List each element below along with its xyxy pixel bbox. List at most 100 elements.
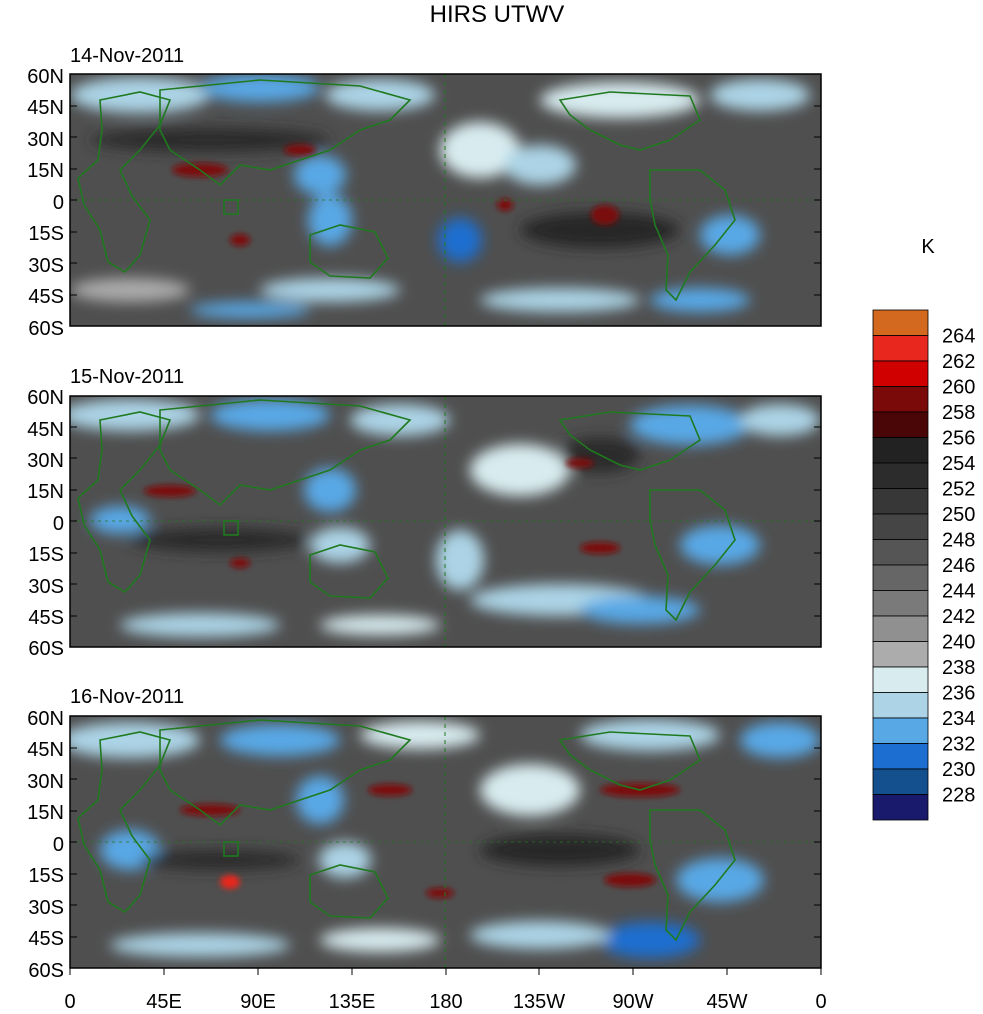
x-tick-label: 135E	[329, 991, 376, 1013]
coastlines	[77, 719, 736, 942]
x-tick-label: 90E	[240, 991, 276, 1013]
y-tick-label: 45S	[28, 928, 64, 950]
colorbar-swatch	[872, 386, 929, 413]
y-tick-label: 30N	[27, 450, 64, 472]
colorbar-swatch	[872, 411, 929, 438]
panel-maxima	[144, 458, 620, 568]
y-tick-label: 60N	[27, 387, 64, 409]
colorbar-swatch	[872, 794, 929, 821]
colorbar-unit-label: K	[921, 236, 935, 258]
colorbar-swatch	[872, 743, 929, 770]
y-tick-label: 30S	[28, 255, 64, 277]
colorbar-level-label: 252	[942, 479, 975, 501]
x-tick-label: 45W	[706, 991, 747, 1013]
colorbar-swatch	[872, 666, 929, 693]
y-tick-label: 45S	[28, 286, 64, 308]
y-tick-label: 30N	[27, 129, 64, 151]
tick-marks	[69, 747, 822, 975]
y-tick-label: 15S	[28, 544, 64, 566]
y-tick-label: 15N	[27, 802, 64, 824]
chart-title: HIRS UTWV	[430, 1, 565, 28]
x-tick-label: 180	[429, 991, 462, 1013]
y-axis-ticks: 60N 45N 30N 15N 0 15S 30S 45S 60S	[27, 387, 64, 660]
colorbar: K 264 262 260 258 256 254 252 250 248 246 244 242 24…	[872, 236, 975, 821]
colorbar-boxes	[872, 309, 929, 821]
y-tick-label: 15N	[27, 160, 64, 182]
y-tick-label: 60S	[28, 960, 64, 982]
colorbar-level-label: 238	[942, 657, 975, 679]
tick-marks	[70, 73, 821, 296]
colorbar-swatch	[872, 539, 929, 566]
tick-marks	[70, 426, 821, 617]
y-tick-label: 45S	[28, 607, 64, 629]
colorbar-level-label: 234	[942, 708, 975, 730]
colorbar-swatch	[872, 615, 929, 642]
colorbar-swatch	[872, 692, 929, 719]
y-tick-label: 60S	[28, 638, 64, 660]
coastlines	[77, 399, 736, 622]
x-tick-label: 0	[64, 991, 75, 1013]
y-tick-label: 45N	[27, 419, 64, 441]
colorbar-swatch	[872, 437, 929, 464]
x-tick-label: 45E	[146, 991, 182, 1013]
panel-date-label: 15-Nov-2011	[70, 366, 184, 388]
y-tick-label: 30S	[28, 897, 64, 919]
y-tick-label: 60S	[28, 318, 64, 340]
y-tick-label: 30S	[28, 576, 64, 598]
x-tick-label: 90W	[612, 991, 653, 1013]
x-tick-label: 0	[815, 991, 826, 1013]
colorbar-level-label: 244	[942, 581, 975, 603]
y-tick-label: 15S	[28, 223, 64, 245]
colorbar-level-label: 236	[942, 683, 975, 705]
map-panel-14-nov: 14-Nov-2011	[27, 45, 822, 340]
colorbar-swatch	[872, 335, 929, 362]
colorbar-swatch	[872, 309, 929, 336]
x-axis-ticks: 0 45E 90E 135E 180 135W 90W 45W 0	[64, 991, 826, 1013]
y-tick-label: 30N	[27, 771, 64, 793]
y-axis-ticks: 60N 45N 30N 15N 0 15S 30S 45S 60S	[27, 708, 64, 982]
colorbar-level-label: 232	[942, 734, 975, 756]
colorbar-level-label: 242	[942, 606, 975, 628]
colorbar-swatch	[872, 717, 929, 744]
colorbar-level-label: 254	[942, 453, 975, 475]
colorbar-swatch	[872, 590, 929, 617]
x-tick-label: 135W	[513, 991, 565, 1013]
map-panel-16-nov: 16-Nov-2011	[27, 686, 822, 982]
colorbar-level-label: 248	[942, 530, 975, 552]
y-tick-label: 60N	[27, 708, 64, 730]
colorbar-level-label: 240	[942, 632, 975, 654]
y-tick-label: 0	[53, 192, 64, 214]
colorbar-swatch	[872, 641, 929, 668]
colorbar-swatch	[872, 768, 929, 795]
colorbar-swatch	[872, 564, 929, 591]
colorbar-swatch	[872, 360, 929, 387]
y-tick-label: 45N	[27, 739, 64, 761]
panel-field	[70, 399, 820, 637]
colorbar-swatch	[872, 513, 929, 540]
colorbar-level-label: 260	[942, 377, 975, 399]
colorbar-swatch	[872, 462, 929, 489]
colorbar-level-label: 256	[942, 428, 975, 450]
colorbar-labels: 264 262 260 258 256 254 252 250 248 246 244 242 240 2…	[942, 326, 975, 807]
y-tick-label: 60N	[27, 66, 64, 88]
map-panel-15-nov: 15-Nov-2011	[27, 366, 822, 660]
y-tick-label: 15N	[27, 481, 64, 503]
y-tick-label: 0	[53, 513, 64, 535]
colorbar-level-label: 228	[942, 785, 975, 807]
coastlines	[77, 79, 736, 302]
colorbar-swatch	[872, 488, 929, 515]
colorbar-level-label: 230	[942, 759, 975, 781]
panel-field	[70, 74, 810, 318]
panel-date-label: 14-Nov-2011	[70, 45, 184, 67]
colorbar-level-label: 246	[942, 555, 975, 577]
panel-maxima	[180, 783, 680, 898]
y-tick-label: 45N	[27, 97, 64, 119]
colorbar-level-label: 258	[942, 402, 975, 424]
colorbar-level-label: 262	[942, 351, 975, 373]
y-axis-ticks: 60N 45N 30N 15N 0 15S 30S 45S 60S	[27, 66, 64, 340]
y-tick-label: 15S	[28, 865, 64, 887]
panel-date-label: 16-Nov-2011	[70, 686, 184, 708]
colorbar-level-label: 264	[942, 326, 975, 348]
colorbar-level-label: 250	[942, 504, 975, 526]
